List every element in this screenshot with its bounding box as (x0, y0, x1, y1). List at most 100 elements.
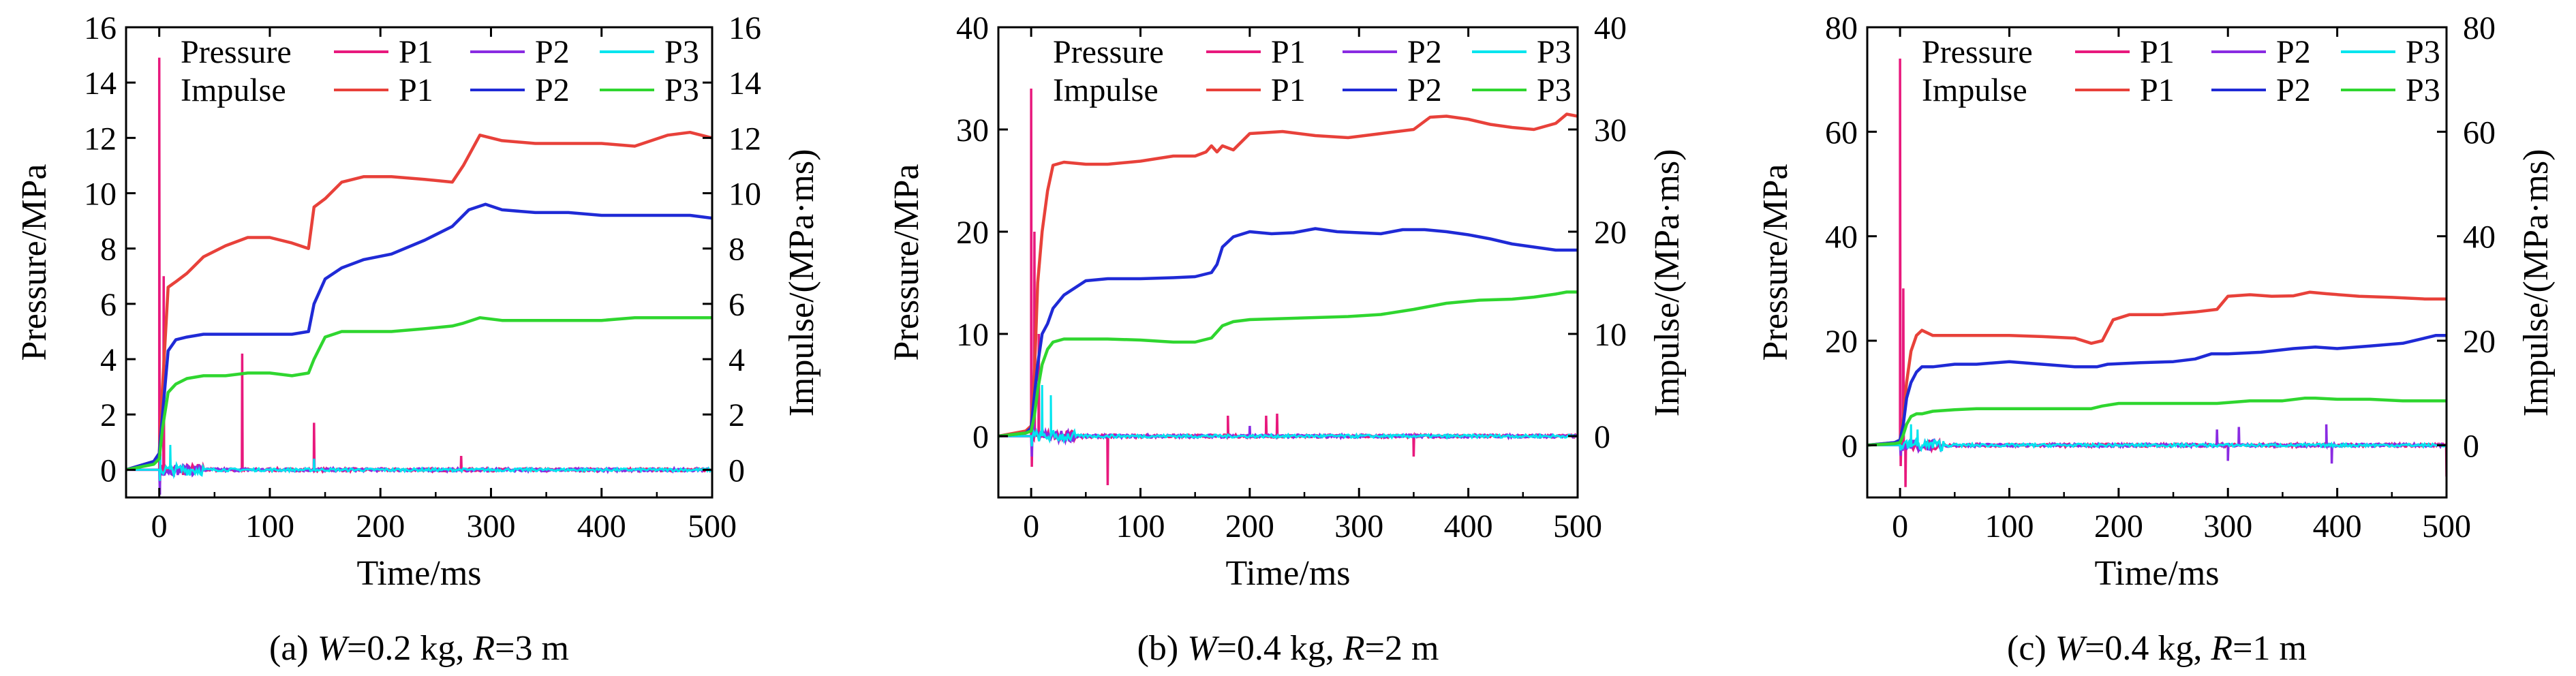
y-tick-label: 4 (100, 342, 117, 378)
impulse-series-p3 (998, 290, 1578, 438)
x-tick-label: 300 (466, 508, 515, 544)
y2-tick-label: 80 (2463, 10, 2496, 46)
y-tick-label: 40 (956, 10, 989, 46)
subplot-caption: (a) W=0.2 kg, R=3 m (269, 629, 569, 668)
x-tick-label: 400 (1444, 508, 1493, 544)
y-axis-label: Pressure/MPa (887, 164, 926, 361)
y-tick-label: 14 (84, 65, 117, 102)
pressure-series-p1 (998, 88, 1578, 486)
impulse-series-p3 (126, 316, 712, 472)
x-tick-label: 0 (1892, 508, 1908, 544)
y2-tick-label: 4 (729, 342, 745, 378)
pressure-series-p1 (126, 57, 712, 487)
pressure-series-p3 (998, 384, 1578, 447)
plot-area (126, 57, 712, 495)
x-tick-label: 300 (2203, 508, 2252, 544)
x-tick-label: 200 (1225, 508, 1274, 544)
legend-entry-impulse-p1: P1 (399, 72, 433, 108)
legend-row-label-pressure: Pressure (1053, 34, 1164, 70)
plot-frame (125, 26, 714, 499)
x-tick-label: 0 (1023, 508, 1039, 544)
y-tick-label: 6 (100, 287, 117, 323)
y-tick-label: 10 (84, 176, 117, 213)
y-tick-label: 0 (972, 419, 989, 455)
legend-entry-pressure-p2: P2 (1407, 34, 1442, 70)
legend-entry-impulse-p2: P2 (1407, 72, 1442, 108)
legend-row-label-impulse: Impulse (1922, 72, 2027, 108)
y2-axis-label: Impulse/(MPa·ms) (1648, 149, 1687, 417)
legend-entry-pressure-p3: P3 (2406, 34, 2440, 70)
pressure-series-p2 (998, 395, 1578, 457)
plot-frame (1866, 26, 2448, 499)
x-tick-label: 200 (356, 508, 405, 544)
pressure-series-p1 (1867, 58, 2447, 487)
y2-tick-label: 40 (2463, 219, 2496, 256)
pressure-series-p3 (126, 444, 712, 481)
y2-tick-label: 0 (2463, 428, 2479, 464)
y-tick-label: 2 (100, 397, 117, 433)
x-tick-label: 400 (2313, 508, 2362, 544)
subplot-caption: (c) W=0.4 kg, R=1 m (2007, 629, 2307, 668)
y2-tick-label: 30 (1594, 112, 1627, 149)
legend-entry-impulse-p1: P1 (1271, 72, 1306, 108)
y2-tick-label: 6 (729, 287, 745, 323)
x-tick-label: 200 (2094, 508, 2143, 544)
y2-tick-label: 60 (2463, 114, 2496, 151)
y-tick-label: 80 (1825, 10, 1858, 46)
y-axis-label: Pressure/MPa (1756, 164, 1795, 361)
pressure-series-p3 (1867, 424, 2447, 452)
x-tick-label: 100 (245, 508, 294, 544)
legend-entry-impulse-p3: P3 (1537, 72, 1571, 108)
x-tick-label: 100 (1984, 508, 2034, 544)
x-tick-label: 300 (1334, 508, 1383, 544)
legend-row-label-pressure: Pressure (1922, 34, 2033, 70)
y2-tick-label: 10 (1594, 317, 1627, 353)
y2-tick-label: 12 (729, 121, 761, 157)
legend-entry-pressure-p1: P1 (1271, 34, 1306, 70)
x-axis-label: Time/ms (356, 554, 481, 593)
impulse-series-p1 (1867, 290, 2447, 447)
y-tick-label: 10 (956, 317, 989, 353)
legend-entry-pressure-p2: P2 (2276, 34, 2311, 70)
y2-tick-label: 20 (2463, 324, 2496, 360)
legend-entry-impulse-p2: P2 (535, 72, 570, 108)
panel-c: 0 100 200 300 400 500 0 20 40 60 80 0 20 40 60 80 Time/m… (1756, 10, 2556, 668)
y2-tick-label: 0 (1594, 419, 1610, 455)
impulse-series-p2 (126, 202, 712, 472)
x-axis-label: Time/ms (2094, 554, 2219, 593)
y-tick-label: 0 (1841, 428, 1858, 464)
x-tick-label: 500 (1553, 508, 1602, 544)
y2-axis-label: Impulse/(MPa·ms) (2517, 149, 2556, 417)
y-tick-label: 30 (956, 112, 989, 149)
x-tick-label: 0 (151, 508, 168, 544)
y2-tick-label: 2 (729, 397, 745, 433)
panel-b: 0 100 200 300 400 500010203040010203040Time/m… (887, 10, 1687, 668)
y-tick-label: 20 (1825, 324, 1858, 360)
impulse-series-p1 (998, 112, 1578, 438)
y2-tick-label: 20 (1594, 215, 1627, 251)
x-tick-label: 500 (2422, 508, 2471, 544)
legend-row-label-pressure: Pressure (181, 34, 292, 70)
legend-entry-pressure-p1: P1 (2140, 34, 2175, 70)
legend-entry-pressure-p3: P3 (664, 34, 699, 70)
legend-entry-impulse-p1: P1 (2140, 72, 2175, 108)
y2-tick-label: 10 (729, 176, 761, 213)
impulse-series-p3 (1867, 397, 2447, 447)
y2-tick-label: 0 (729, 452, 745, 489)
plot-area (1867, 58, 2447, 487)
y-tick-label: 0 (100, 452, 117, 489)
legend-row-label-impulse: Impulse (181, 72, 286, 108)
plot-frame (997, 26, 1579, 499)
legend-entry-impulse-p2: P2 (2276, 72, 2311, 108)
impulse-series-p2 (1867, 334, 2447, 447)
impulse-series-p2 (998, 227, 1578, 438)
y-tick-label: 60 (1825, 114, 1858, 151)
legend-entry-pressure-p3: P3 (1537, 34, 1571, 70)
x-tick-label: 400 (577, 508, 626, 544)
x-tick-label: 100 (1116, 508, 1165, 544)
y2-tick-label: 14 (729, 65, 761, 102)
y-tick-label: 12 (84, 121, 117, 157)
impulse-series-p1 (126, 130, 712, 472)
y-axis-label: Pressure/MPa (15, 164, 54, 361)
legend-entry-impulse-p3: P3 (664, 72, 699, 108)
